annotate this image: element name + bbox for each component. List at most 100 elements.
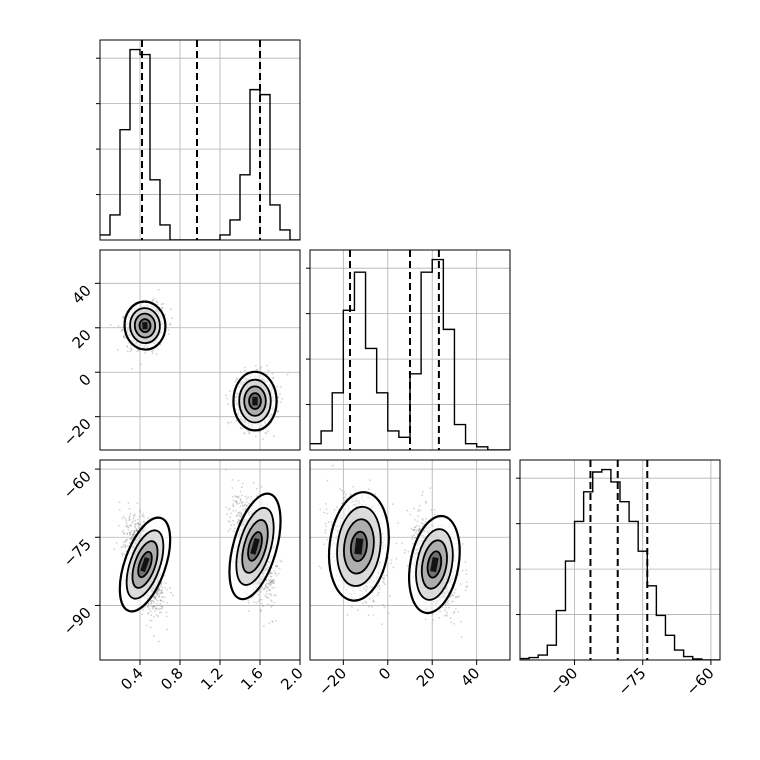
scatter-point: [138, 349, 141, 352]
scatter-point: [159, 599, 162, 602]
scatter-point: [122, 545, 124, 548]
scatter-point: [148, 608, 151, 611]
scatter-point: [159, 599, 162, 602]
scatter-point: [230, 524, 233, 527]
hist-panel-2: [516, 459, 721, 661]
scatter-point: [121, 329, 124, 332]
scatter-point: [158, 640, 160, 643]
scatter-point: [162, 600, 164, 603]
scatter-point: [142, 513, 144, 515]
scatter-point: [235, 496, 238, 498]
scatter-point: [132, 520, 134, 523]
scatter-point: [155, 353, 158, 355]
scatter-point: [271, 372, 274, 375]
scatter-point: [126, 538, 129, 541]
scatter-point: [150, 602, 153, 605]
scatter-point: [128, 507, 131, 510]
scatter-point: [244, 495, 247, 498]
scatter-point: [131, 536, 134, 539]
scatter-point: [139, 523, 142, 526]
scatter-point: [230, 421, 232, 424]
scatter-point: [134, 526, 137, 528]
contour: [138, 318, 152, 333]
scatter-point: [255, 602, 258, 604]
scatter-point: [169, 308, 172, 311]
scatter-point: [265, 582, 268, 585]
scatter-point: [240, 427, 243, 430]
panel-frame: [519, 459, 721, 661]
scatter-point: [122, 553, 125, 555]
scatter-point: [277, 410, 280, 413]
scatter-point: [161, 596, 164, 599]
scatter-point: [168, 323, 171, 326]
scatter-point: [237, 512, 239, 515]
histogram-0: [100, 48, 300, 240]
density-peak: [142, 321, 148, 330]
scatter-point: [124, 540, 127, 543]
scatter-point: [156, 591, 159, 593]
scatter-point: [133, 530, 136, 533]
scatter-point: [151, 599, 154, 602]
contour: [125, 529, 165, 600]
scatter-point: [231, 479, 234, 481]
scatter-point: [243, 503, 246, 506]
scatter-point: [161, 586, 164, 589]
scatter-point: [129, 524, 132, 526]
scatter-point: [130, 538, 133, 541]
scatter-point: [267, 369, 270, 372]
scatter-point: [152, 605, 155, 608]
scatter-point: [154, 595, 157, 598]
scatter-point: [247, 430, 249, 433]
scatter-point: [271, 377, 274, 380]
scatter-point: [152, 299, 154, 302]
scatter-point: [133, 523, 136, 525]
scatter-point: [254, 365, 257, 367]
contour: [248, 392, 262, 410]
scatter-point: [160, 599, 163, 602]
scatter-point: [153, 596, 156, 599]
scatter-point: [259, 608, 262, 611]
scatter-point: [156, 590, 159, 593]
scatter-point: [161, 591, 164, 594]
scatter-point: [144, 605, 147, 608]
scatter-point: [124, 544, 127, 546]
scatter-point: [157, 588, 160, 591]
scatter-point: [118, 501, 121, 504]
scatter-point: [141, 613, 143, 616]
scatter-point: [130, 349, 133, 352]
scatter-point: [144, 352, 147, 354]
scatter-point: [274, 572, 277, 574]
scatter-point: [245, 505, 248, 507]
scatter-point: [161, 607, 164, 609]
scatter-point: [159, 592, 162, 595]
scatter-point: [151, 607, 154, 610]
scatter-point: [131, 522, 133, 524]
scatter-point: [270, 582, 273, 585]
scatter-point: [129, 350, 132, 353]
scatter-point: [256, 368, 259, 371]
scatter-point: [230, 512, 233, 515]
scatter-point: [158, 593, 161, 595]
scatter-point: [244, 507, 247, 510]
scatter-point: [126, 350, 129, 353]
scatter-point: [266, 364, 268, 367]
scatter-point: [116, 348, 119, 351]
scatter-point: [130, 525, 133, 527]
scatter-point: [153, 595, 155, 598]
scatter-point: [237, 511, 240, 514]
scatter-point: [272, 579, 275, 581]
scatter-point: [145, 624, 148, 627]
scatter-point: [132, 514, 135, 517]
scatter-point: [227, 530, 230, 532]
scatter-point: [158, 288, 160, 291]
scatter-point: [131, 533, 134, 536]
scatter-point: [122, 515, 125, 518]
scatter-point: [122, 544, 125, 546]
scatter-point: [125, 550, 128, 553]
scatter-panel-0-2: [99, 459, 301, 661]
scatter-point: [123, 532, 126, 534]
scatter-point: [160, 583, 162, 586]
scatter-point: [155, 614, 158, 617]
scatter-point: [113, 548, 116, 550]
scatter-point: [123, 336, 126, 339]
